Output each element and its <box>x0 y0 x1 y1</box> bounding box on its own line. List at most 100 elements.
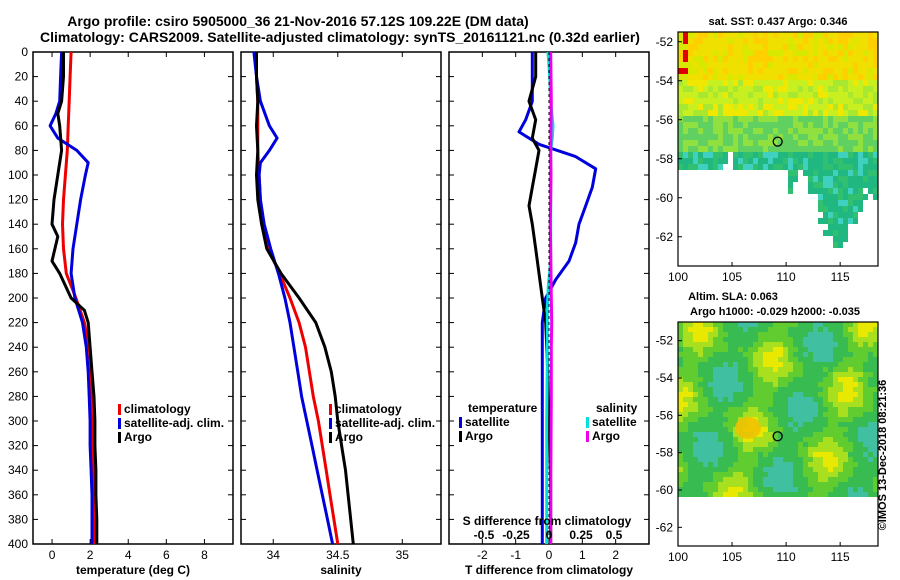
sst-cell <box>793 122 798 128</box>
sst-cell <box>688 92 693 98</box>
sst-cell <box>818 170 823 176</box>
sst-cell <box>738 158 743 164</box>
sst-cell <box>703 44 708 50</box>
sst-cell <box>738 68 743 74</box>
sst-cell <box>858 158 863 164</box>
sla-cell <box>833 467 838 472</box>
sst-cell <box>873 68 878 74</box>
sst-cell <box>838 158 843 164</box>
sla-cell <box>718 407 723 412</box>
y-tick-label: 100 <box>8 168 28 182</box>
sst-cell <box>688 62 693 68</box>
sla-cell <box>748 392 753 397</box>
sla-cell <box>788 322 793 327</box>
sla-cell <box>783 402 788 407</box>
sla-cell <box>758 467 763 472</box>
sst-cell <box>718 32 723 38</box>
sla-cell <box>753 332 758 337</box>
sla-cell <box>873 442 878 447</box>
sla-cell <box>753 442 758 447</box>
sla-cell <box>813 337 818 342</box>
sla-cell <box>738 322 743 327</box>
sst-cell <box>758 164 763 170</box>
sst-cell <box>758 152 763 158</box>
sst-cell <box>683 44 688 50</box>
sst-cell <box>848 212 853 218</box>
sla-cell <box>783 427 788 432</box>
sst-cell <box>688 80 693 86</box>
sla-cell <box>823 367 828 372</box>
sla-cell <box>738 372 743 377</box>
sst-cell <box>838 128 843 134</box>
sla-cell <box>748 467 753 472</box>
sst-cell <box>828 50 833 56</box>
sla-cell <box>818 357 823 362</box>
sla-cell <box>793 477 798 482</box>
sla-cell <box>823 452 828 457</box>
sst-cell <box>783 86 788 92</box>
sla-cell <box>698 477 703 482</box>
sla-cell <box>788 462 793 467</box>
sst-cell <box>763 92 768 98</box>
sst-cell <box>703 62 708 68</box>
sla-cell <box>733 357 738 362</box>
sst-cell <box>853 86 858 92</box>
sla-cell <box>873 382 878 387</box>
sla-cell <box>798 442 803 447</box>
sst-cell <box>808 86 813 92</box>
sla-cell <box>763 352 768 357</box>
sla-cell <box>828 492 833 497</box>
sla-cell <box>713 447 718 452</box>
sla-cell <box>858 337 863 342</box>
sla-cell <box>713 472 718 477</box>
sst-cell <box>808 44 813 50</box>
sst-cell <box>713 122 718 128</box>
sst-cell <box>678 62 683 68</box>
sla-cell <box>683 477 688 482</box>
sla-cell <box>688 487 693 492</box>
sla-cell <box>793 462 798 467</box>
sst-cell <box>808 140 813 146</box>
sla-cell <box>843 407 848 412</box>
sla-cell <box>803 412 808 417</box>
sla-cell <box>758 327 763 332</box>
sla-cell <box>848 462 853 467</box>
sst-cell <box>733 158 738 164</box>
sst-cell <box>833 218 838 224</box>
sst-cell <box>823 200 828 206</box>
sla-cell <box>718 352 723 357</box>
sla-cell <box>788 382 793 387</box>
sst-cell <box>813 92 818 98</box>
sla-cell <box>833 422 838 427</box>
sst-cell <box>768 80 773 86</box>
sla-cell <box>693 472 698 477</box>
sla-cell <box>738 392 743 397</box>
sla-cell <box>723 377 728 382</box>
sla-cell <box>743 322 748 327</box>
sst-cell <box>753 74 758 80</box>
sst-cell <box>843 116 848 122</box>
sst-cell <box>703 140 708 146</box>
sst-cell <box>723 32 728 38</box>
sla-cell <box>793 362 798 367</box>
sst-cell <box>833 176 838 182</box>
sla-cell <box>813 447 818 452</box>
sst-cell <box>718 134 723 140</box>
sla-cell <box>873 472 878 477</box>
sst-cell <box>863 170 868 176</box>
sla-cell <box>808 447 813 452</box>
sst-cell <box>853 62 858 68</box>
sla-cell <box>703 442 708 447</box>
sst-cell <box>828 38 833 44</box>
sst-cell <box>788 146 793 152</box>
sla-cell <box>758 437 763 442</box>
sla-cell <box>818 347 823 352</box>
sst-cell <box>823 38 828 44</box>
sst-cell <box>783 80 788 86</box>
sla-cell <box>788 357 793 362</box>
sla-cell <box>843 337 848 342</box>
sst-cell <box>848 74 853 80</box>
sla-cell <box>843 367 848 372</box>
sla-cell <box>698 387 703 392</box>
